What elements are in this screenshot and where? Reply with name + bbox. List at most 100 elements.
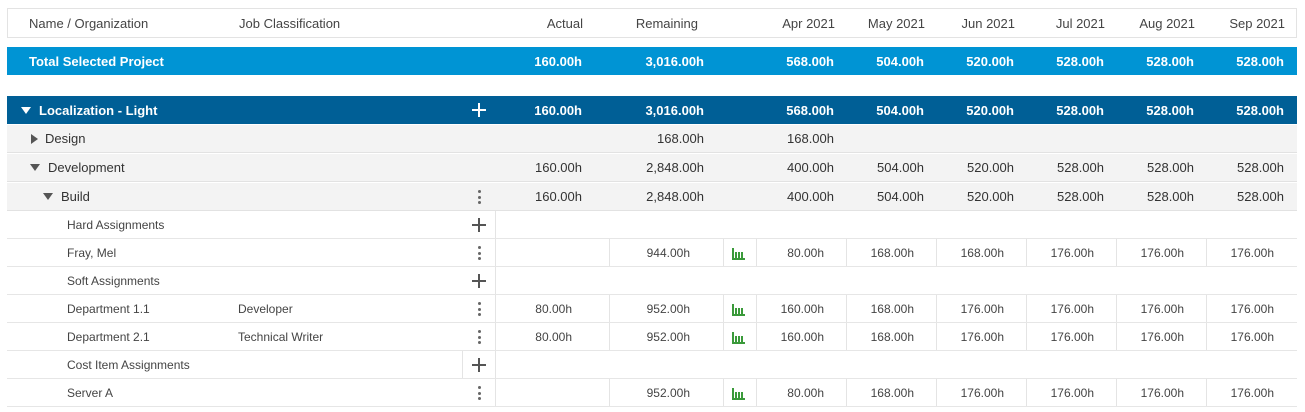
build-may: 504.00h: [877, 189, 924, 204]
task-row-build[interactable]: Build 160.00h 2,848.00h 400.00h 504.00h …: [7, 183, 1297, 211]
build-label: Build: [61, 189, 90, 204]
server-aug[interactable]: 176.00h: [1140, 385, 1184, 400]
add-soft-assignment-plus-icon[interactable]: [472, 274, 486, 288]
collapse-triangle-icon[interactable]: [43, 193, 53, 200]
fray-jun[interactable]: 168.00h: [960, 245, 1004, 260]
collapse-triangle-icon[interactable]: [30, 164, 40, 171]
fray-jul[interactable]: 176.00h: [1050, 245, 1094, 260]
dept11-remaining[interactable]: 952.00h: [646, 301, 690, 316]
col-aug-2021[interactable]: Aug 2021: [1139, 15, 1195, 31]
total-jun: 520.00h: [966, 53, 1014, 69]
add-hard-assignment-plus-icon[interactable]: [472, 218, 486, 232]
dept11-may[interactable]: 168.00h: [870, 301, 914, 316]
server-apr[interactable]: 80.00h: [787, 385, 824, 400]
server-jun[interactable]: 176.00h: [960, 385, 1004, 400]
bar-chart-icon[interactable]: [732, 388, 746, 400]
build-sep: 528.00h: [1237, 189, 1284, 204]
add-cost-item-plus-icon[interactable]: [472, 358, 486, 372]
add-plus-icon[interactable]: [472, 103, 486, 117]
project-apr: 568.00h: [786, 102, 834, 118]
dept21-apr[interactable]: 160.00h: [780, 329, 824, 344]
project-remaining: 3,016.00h: [645, 102, 704, 118]
more-options-icon[interactable]: [477, 246, 481, 260]
server-remaining[interactable]: 952.00h: [646, 385, 690, 400]
task-row-design[interactable]: Design 168.00h 168.00h: [7, 125, 1297, 153]
dept21-may[interactable]: 168.00h: [870, 329, 914, 344]
more-options-icon[interactable]: [477, 330, 481, 344]
col-job-classification[interactable]: Job Classification: [239, 15, 341, 31]
build-jul: 528.00h: [1057, 189, 1104, 204]
dept11-actual[interactable]: 80.00h: [535, 301, 572, 316]
cost-item-assignments-label: Cost Item Assignments: [67, 357, 190, 372]
total-selected-project-row: Total Selected Project 160.00h 3,016.00h…: [7, 47, 1297, 75]
collapse-triangle-icon[interactable]: [21, 106, 31, 114]
col-remaining[interactable]: Remaining: [635, 15, 698, 31]
assignment-row-server-a[interactable]: Server A 952.00h 80.00h 168.00h 176.00h …: [7, 379, 1297, 407]
total-actual: 160.00h: [534, 53, 582, 69]
fray-mel-label: Fray, Mel: [67, 245, 117, 260]
dept21-actual[interactable]: 80.00h: [535, 329, 572, 344]
dept11-jun[interactable]: 176.00h: [960, 301, 1004, 316]
project-actual: 160.00h: [534, 102, 582, 118]
development-apr: 400.00h: [787, 160, 834, 175]
col-name-org[interactable]: Name / Organization: [29, 15, 149, 31]
bar-chart-icon[interactable]: [732, 304, 746, 316]
project-aug: 528.00h: [1146, 102, 1194, 118]
task-row-development[interactable]: Development 160.00h 2,848.00h 400.00h 50…: [7, 154, 1297, 182]
bar-chart-icon[interactable]: [732, 248, 746, 260]
more-options-icon[interactable]: [477, 190, 481, 204]
project-jun: 520.00h: [966, 102, 1014, 118]
build-remaining: 2,848.00h: [646, 189, 704, 204]
build-jun: 520.00h: [967, 189, 1014, 204]
server-sep[interactable]: 176.00h: [1230, 385, 1274, 400]
development-aug: 528.00h: [1147, 160, 1194, 175]
dept11-jul[interactable]: 176.00h: [1050, 301, 1094, 316]
server-jul[interactable]: 176.00h: [1050, 385, 1094, 400]
section-row-cost-item-assignments: Cost Item Assignments: [7, 351, 1297, 379]
fray-may[interactable]: 168.00h: [870, 245, 914, 260]
server-may[interactable]: 168.00h: [870, 385, 914, 400]
project-row-localization-light[interactable]: Localization - Light 160.00h 3,016.00h 5…: [7, 96, 1297, 124]
fray-apr[interactable]: 80.00h: [787, 245, 824, 260]
bar-chart-icon[interactable]: [732, 332, 746, 344]
fray-remaining[interactable]: 944.00h: [646, 245, 690, 260]
development-jul: 528.00h: [1057, 160, 1104, 175]
project-name-cell: Localization - Light: [7, 96, 501, 124]
design-label: Design: [45, 131, 86, 146]
build-actual: 160.00h: [535, 189, 582, 204]
dept11-aug[interactable]: 176.00h: [1140, 301, 1184, 316]
more-options-icon[interactable]: [477, 386, 481, 400]
project-label: Localization - Light: [39, 102, 158, 118]
project-sep: 528.00h: [1236, 102, 1284, 118]
development-label: Development: [48, 160, 125, 175]
dept21-remaining[interactable]: 952.00h: [646, 329, 690, 344]
col-may-2021[interactable]: May 2021: [867, 15, 925, 31]
total-aug: 528.00h: [1146, 53, 1194, 69]
dept21-label: Department 2.1: [67, 329, 150, 344]
fray-sep[interactable]: 176.00h: [1230, 245, 1274, 260]
col-jun-2021[interactable]: Jun 2021: [961, 15, 1016, 31]
col-actual[interactable]: Actual: [546, 15, 583, 31]
assignment-row-department-2-1[interactable]: Department 2.1 Technical Writer 80.00h 9…: [7, 323, 1297, 351]
project-may: 504.00h: [876, 102, 924, 118]
col-jul-2021[interactable]: Jul 2021: [1055, 15, 1105, 31]
total-remaining: 3,016.00h: [645, 53, 704, 69]
col-sep-2021[interactable]: Sep 2021: [1229, 15, 1285, 31]
more-options-icon[interactable]: [477, 302, 481, 316]
dept21-jun[interactable]: 176.00h: [960, 329, 1004, 344]
dept21-aug[interactable]: 176.00h: [1140, 329, 1184, 344]
dept11-job: Developer: [238, 301, 293, 316]
build-name-cell: Build: [7, 183, 523, 210]
dept21-sep[interactable]: 176.00h: [1230, 329, 1274, 344]
fray-aug[interactable]: 176.00h: [1140, 245, 1184, 260]
col-apr-2021[interactable]: Apr 2021: [782, 15, 835, 31]
dept11-sep[interactable]: 176.00h: [1230, 301, 1274, 316]
assignment-row-department-1-1[interactable]: Department 1.1 Developer 80.00h 952.00h …: [7, 295, 1297, 323]
empty-cell-area: [495, 211, 1297, 238]
assignment-row-fray-mel[interactable]: Fray, Mel 944.00h 80.00h 168.00h 168.00h…: [7, 239, 1297, 267]
dept11-apr[interactable]: 160.00h: [780, 301, 824, 316]
section-row-soft-assignments: Soft Assignments: [7, 267, 1297, 295]
dept21-jul[interactable]: 176.00h: [1050, 329, 1094, 344]
expand-triangle-icon[interactable]: [31, 133, 38, 144]
total-jul: 528.00h: [1056, 53, 1104, 69]
